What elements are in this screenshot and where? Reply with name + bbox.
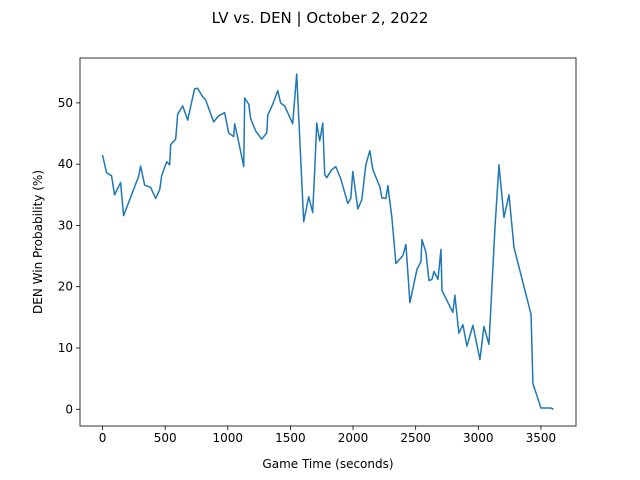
x-tick-label: 1000 bbox=[213, 431, 244, 445]
y-tick-label: 10 bbox=[58, 341, 73, 355]
x-tick-label: 2000 bbox=[338, 431, 369, 445]
x-tick-label: 1500 bbox=[275, 431, 306, 445]
x-tick-label: 2500 bbox=[400, 431, 431, 445]
y-tick-label: 50 bbox=[58, 96, 73, 110]
y-tick-label: 20 bbox=[58, 280, 73, 294]
y-tick-label: 40 bbox=[58, 157, 73, 171]
x-tick-label: 3000 bbox=[463, 431, 494, 445]
chart-title: LV vs. DEN | October 2, 2022 bbox=[212, 9, 429, 27]
y-axis-label: DEN Win Probability (%) bbox=[31, 170, 45, 314]
x-tick-label: 0 bbox=[99, 431, 107, 445]
data-line bbox=[101, 73, 554, 410]
y-tick-label: 0 bbox=[65, 402, 73, 416]
x-axis-label: Game Time (seconds) bbox=[262, 457, 393, 471]
x-tick-label: 3500 bbox=[526, 431, 557, 445]
y-tick-label: 30 bbox=[58, 218, 73, 232]
x-tick-label: 500 bbox=[154, 431, 177, 445]
plot-frame bbox=[79, 57, 577, 427]
